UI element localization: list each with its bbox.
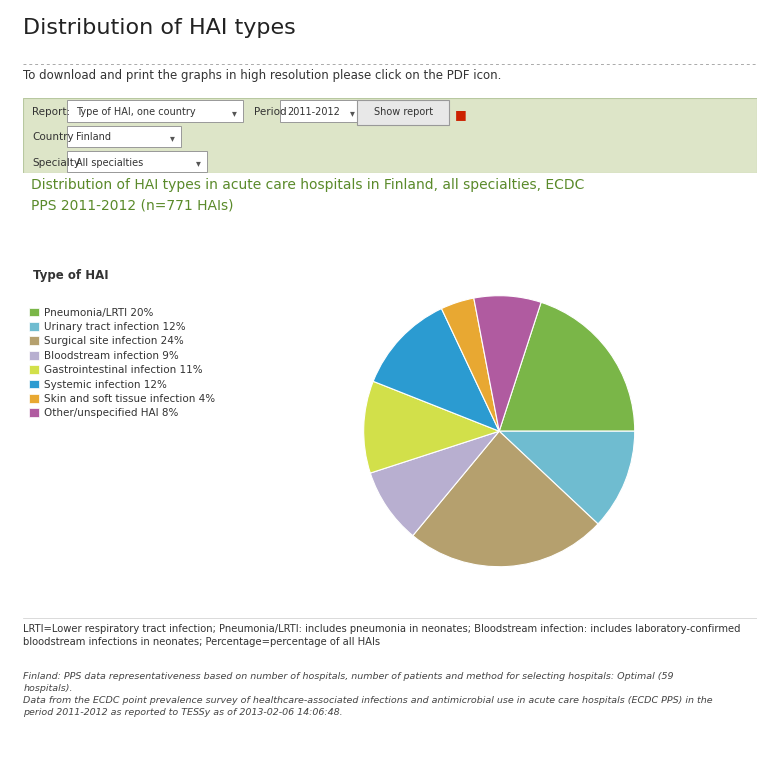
Text: Distribution of HAI types: Distribution of HAI types — [23, 18, 296, 38]
Text: Specialty: Specialty — [32, 158, 80, 168]
FancyBboxPatch shape — [67, 151, 207, 172]
Text: To download and print the graphs in high resolution please click on the PDF icon: To download and print the graphs in high… — [23, 69, 502, 82]
Text: ▾: ▾ — [170, 132, 175, 142]
Wedge shape — [441, 298, 499, 431]
Wedge shape — [413, 431, 598, 567]
Text: Finland: Finland — [76, 132, 112, 142]
Text: ▾: ▾ — [196, 158, 200, 168]
Text: Show report: Show report — [374, 107, 433, 117]
Text: Period: Period — [254, 107, 287, 117]
Text: ■: ■ — [455, 108, 466, 121]
Legend: Pneumonia/LRTI 20%, Urinary tract infection 12%, Surgical site infection 24%, Bl: Pneumonia/LRTI 20%, Urinary tract infect… — [29, 308, 215, 418]
Text: Type of HAI, one country: Type of HAI, one country — [76, 107, 196, 117]
FancyBboxPatch shape — [67, 100, 243, 122]
Text: ▾: ▾ — [232, 108, 237, 118]
Wedge shape — [373, 309, 499, 431]
Wedge shape — [499, 431, 635, 524]
Text: ▾: ▾ — [350, 108, 355, 118]
Text: 2011-2012: 2011-2012 — [287, 107, 340, 117]
Wedge shape — [363, 381, 499, 473]
Wedge shape — [499, 303, 635, 431]
Text: Distribution of HAI types in acute care hospitals in Finland, all specialties, E: Distribution of HAI types in acute care … — [30, 179, 584, 213]
FancyBboxPatch shape — [357, 99, 448, 125]
Text: Finland: PPS data representativeness based on number of hospitals, number of pat: Finland: PPS data representativeness bas… — [23, 671, 713, 717]
Wedge shape — [370, 431, 499, 536]
FancyBboxPatch shape — [280, 100, 360, 122]
FancyBboxPatch shape — [67, 126, 181, 147]
Text: LRTI=Lower respiratory tract infection; Pneumonia/LRTI: includes pneumonia in ne: LRTI=Lower respiratory tract infection; … — [23, 624, 741, 648]
Text: Report:: Report: — [32, 107, 70, 117]
Text: All specialties: All specialties — [76, 158, 144, 168]
Text: Type of HAI: Type of HAI — [34, 269, 109, 282]
Wedge shape — [473, 296, 541, 431]
Text: Country: Country — [32, 132, 74, 142]
